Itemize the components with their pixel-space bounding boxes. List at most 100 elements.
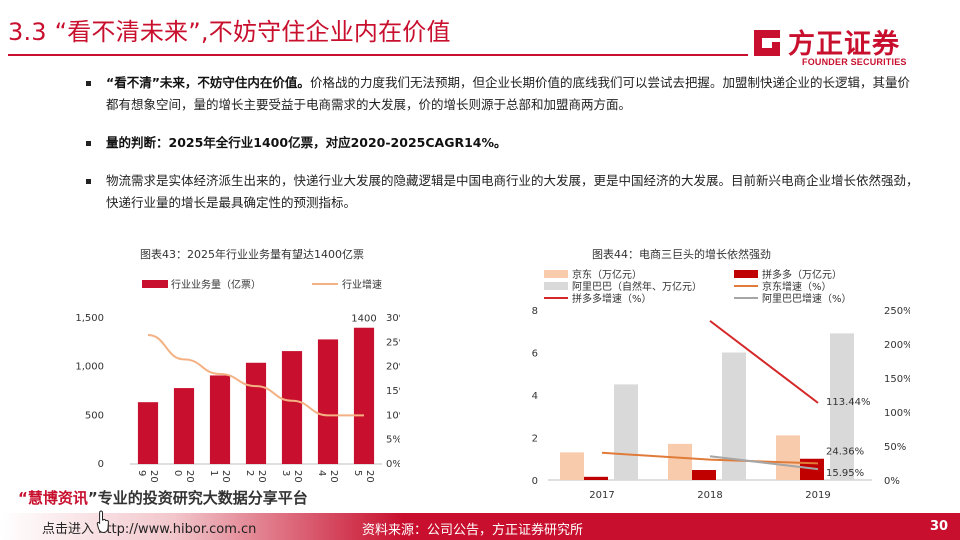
x-tick-label: 5 bbox=[352, 470, 363, 476]
bar-alibaba bbox=[614, 384, 638, 480]
bullet-bold: 量的判断：2025年全行业1400亿票，对应2020-2025CAGR14%。 bbox=[106, 135, 507, 150]
legend-swatch-pdd bbox=[734, 270, 758, 278]
x-tick-label: 2 bbox=[244, 470, 255, 476]
bar-jd bbox=[668, 443, 692, 480]
y-left-tick-label: 2 bbox=[532, 434, 538, 445]
x-tick-label: 20 bbox=[184, 470, 195, 483]
volume-bar bbox=[209, 375, 231, 464]
legend-label-pdd-growth: 拼多多增速（%） bbox=[572, 292, 652, 305]
watermark-open-quote: “ bbox=[18, 489, 28, 507]
y-left-tick-label: 1,500 bbox=[75, 313, 104, 324]
x-tick-label: 20 bbox=[364, 470, 375, 483]
x-tick-label: 2019 bbox=[805, 490, 830, 501]
x-tick-label: 20 bbox=[292, 470, 303, 483]
volume-bar bbox=[281, 351, 303, 464]
page-number: 30 bbox=[930, 519, 949, 534]
chart-title-43: 图表43：2025年行业业务量有望达1400亿票 bbox=[140, 248, 364, 261]
x-tick-label: 20 bbox=[220, 470, 231, 483]
y-right-tick-label: 150% bbox=[884, 374, 910, 385]
bar-pdd bbox=[584, 476, 608, 480]
legend-label-jd-growth: 京东增速（%） bbox=[762, 280, 832, 293]
pointer-hand-icon bbox=[96, 510, 109, 534]
legend-swatch-ali bbox=[544, 282, 568, 290]
bullet-square-icon bbox=[86, 179, 91, 184]
title-divider bbox=[8, 54, 748, 56]
hibor-link[interactable]: 点击进入 http://www.hibor.com.cn bbox=[42, 522, 257, 537]
alibaba-growth-line bbox=[709, 455, 819, 471]
bullet-square-icon bbox=[86, 81, 91, 86]
y-right-tick-label: 5% bbox=[386, 435, 400, 446]
x-tick-label: 20 bbox=[328, 470, 339, 483]
line-data-label: 15.95% bbox=[826, 468, 864, 479]
y-right-tick-label: 10% bbox=[386, 410, 400, 421]
bullet-square-icon bbox=[86, 141, 91, 146]
y-left-tick-label: 500 bbox=[85, 410, 104, 421]
bar-pdd bbox=[692, 470, 716, 480]
bullet-text: 物流需求是实体经济派生出来的，快递行业大发展的隐藏逻辑是中国电商行业的大发展，更… bbox=[106, 173, 919, 210]
y-right-tick-label: 100% bbox=[884, 408, 910, 419]
y-right-tick-label: 0% bbox=[386, 459, 400, 470]
bullet-list: “看不清”未来，不妨守住内在价值。价格战的力度我们无法预期，但企业长期价值的底线… bbox=[86, 72, 921, 230]
chart-title-44: 图表44：电商三巨头的增长依然强劲 bbox=[592, 248, 771, 261]
pdd-growth-line bbox=[709, 320, 819, 404]
volume-bar bbox=[317, 339, 339, 464]
x-tick-label: 2017 bbox=[589, 490, 614, 501]
x-tick-label: 9 bbox=[136, 470, 147, 476]
watermark-brand: 慧博资讯 bbox=[27, 489, 88, 507]
y-left-tick-label: 0 bbox=[98, 459, 104, 470]
x-tick-label: 20 bbox=[256, 470, 267, 483]
bullet-item: 量的判断：2025年全行业1400亿票，对应2020-2025CAGR14%。 bbox=[86, 132, 921, 154]
x-tick-label: 0 bbox=[172, 470, 183, 476]
volume-bar bbox=[245, 362, 267, 464]
line-data-label: 113.44% bbox=[826, 397, 871, 408]
logo-name-en: FOUNDER SECURITIES bbox=[802, 57, 907, 67]
growth-line bbox=[147, 334, 364, 417]
legend-label-growth: 行业增速 bbox=[342, 278, 382, 291]
bullet-text: 价格战的力度我们无法预期，但企业长期价值的底线我们可以尝试去把握。加盟制快递企业… bbox=[106, 75, 910, 112]
legend-swatch-jd bbox=[544, 270, 568, 278]
bullet-item: “看不清”未来，不妨守住内在价值。价格战的力度我们无法预期，但企业长期价值的底线… bbox=[86, 72, 921, 116]
legend-label-volume: 行业业务量（亿票） bbox=[171, 278, 261, 291]
legend-label-ali-growth: 阿里巴巴增速（%） bbox=[762, 292, 852, 305]
x-tick-label: 1 bbox=[208, 470, 219, 476]
line-data-label: 24.36% bbox=[826, 446, 864, 457]
founder-securities-logo: 方正证券 FOUNDER SECURITIES bbox=[752, 22, 952, 72]
y-left-tick-label: 4 bbox=[532, 391, 538, 402]
y-right-tick-label: 30% bbox=[386, 313, 400, 324]
y-left-tick-label: 0 bbox=[532, 476, 538, 487]
volume-bar bbox=[173, 388, 195, 464]
bullet-item: 物流需求是实体经济派生出来的，快递行业大发展的隐藏逻辑是中国电商行业的大发展，更… bbox=[86, 170, 921, 214]
y-right-tick-label: 15% bbox=[386, 386, 400, 397]
y-right-tick-label: 250% bbox=[884, 306, 910, 317]
bullet-bold: “看不清”未来，不妨守住内在价值。 bbox=[106, 75, 310, 90]
y-right-tick-label: 20% bbox=[386, 362, 400, 373]
legend-label-ali: 阿里巴巴（自然年、万亿元） bbox=[572, 280, 702, 293]
y-right-tick-label: 25% bbox=[386, 337, 400, 348]
y-right-tick-label: 0% bbox=[884, 476, 900, 487]
x-tick-label: 2018 bbox=[697, 490, 722, 501]
legend-label-pdd: 拼多多（万亿元） bbox=[762, 268, 842, 281]
y-right-tick-label: 200% bbox=[884, 340, 910, 351]
footer-source: 资料来源：公司公告，方正证券研究所 bbox=[362, 523, 584, 538]
y-right-tick-label: 50% bbox=[884, 442, 906, 453]
x-tick-label: 3 bbox=[280, 470, 291, 476]
bar-data-label: 1400 bbox=[351, 314, 376, 325]
watermark-text: ”专业的投资研究大数据分享平台 bbox=[87, 489, 308, 507]
jd-growth-line bbox=[601, 451, 819, 465]
y-left-tick-label: 1,000 bbox=[75, 362, 104, 373]
logo-name-cn: 方正证券 bbox=[788, 29, 900, 60]
bar-jd bbox=[560, 452, 584, 480]
volume-bar bbox=[353, 327, 375, 464]
volume-bar bbox=[137, 402, 159, 464]
watermark: “慧博资讯”专业的投资研究大数据分享平台 bbox=[18, 487, 308, 508]
legend-swatch-volume bbox=[142, 280, 168, 288]
bar-jd bbox=[776, 435, 800, 480]
legend-label-jd: 京东（万亿元） bbox=[572, 268, 642, 281]
slide-title: 3.3 “看不清未来”,不妨守住企业内在价值 bbox=[8, 18, 451, 46]
y-left-tick-label: 6 bbox=[532, 349, 538, 360]
bar-alibaba bbox=[830, 333, 854, 480]
x-tick-label: 4 bbox=[316, 470, 327, 476]
chart-industry-volume: 行业业务量（亿票） 行业增速 0 500 1,000 1,500 0% 5% 10% 15% 20%… bbox=[75, 278, 400, 483]
x-tick-label: 20 bbox=[148, 470, 159, 483]
y-left-tick-label: 8 bbox=[532, 306, 538, 317]
